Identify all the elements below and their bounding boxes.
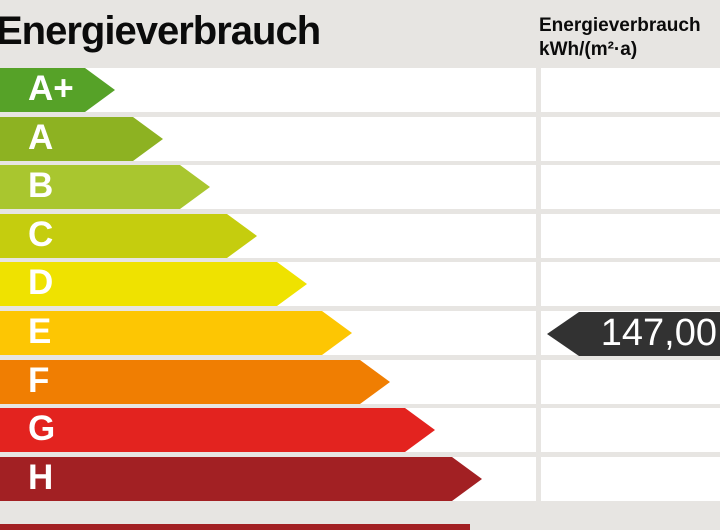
page-title: Energieverbrauch <box>0 9 321 53</box>
band-arrow-a: A <box>0 117 163 161</box>
band-arrow-g: G <box>0 408 435 452</box>
band-label-f: F <box>28 361 50 400</box>
band-label-e: E <box>28 312 52 351</box>
band-label-h: H <box>28 458 54 497</box>
band-arrow-a-plus: A+ <box>0 68 115 112</box>
band-arrow-c: C <box>0 214 257 258</box>
band-label-a: A <box>28 118 54 157</box>
column-divider <box>536 68 541 501</box>
cropped-next-band-sliver <box>0 524 470 530</box>
band-arrow-e: E <box>0 311 352 355</box>
band-label-a-plus: A+ <box>28 69 74 108</box>
band-arrow-f: F <box>0 360 390 404</box>
band-label-b: B <box>28 166 54 205</box>
band-arrow-h: H <box>0 457 482 501</box>
band-arrow-b: B <box>0 165 210 209</box>
value-column-header-unit: kWh/(m²·a) <box>539 39 638 60</box>
value-column-header-line1: Energieverbrauch <box>539 15 701 36</box>
scale-row-a-plus <box>0 68 720 112</box>
band-label-c: C <box>28 215 54 254</box>
band-label-d: D <box>28 263 54 302</box>
consumption-value: 147,00 <box>600 311 717 354</box>
value-column-header: Energieverbrauch kWh/(m²·a) <box>539 14 701 62</box>
band-arrow-d: D <box>0 262 307 306</box>
consumption-value-tag: 147,00 <box>547 312 720 356</box>
band-label-g: G <box>28 409 56 448</box>
